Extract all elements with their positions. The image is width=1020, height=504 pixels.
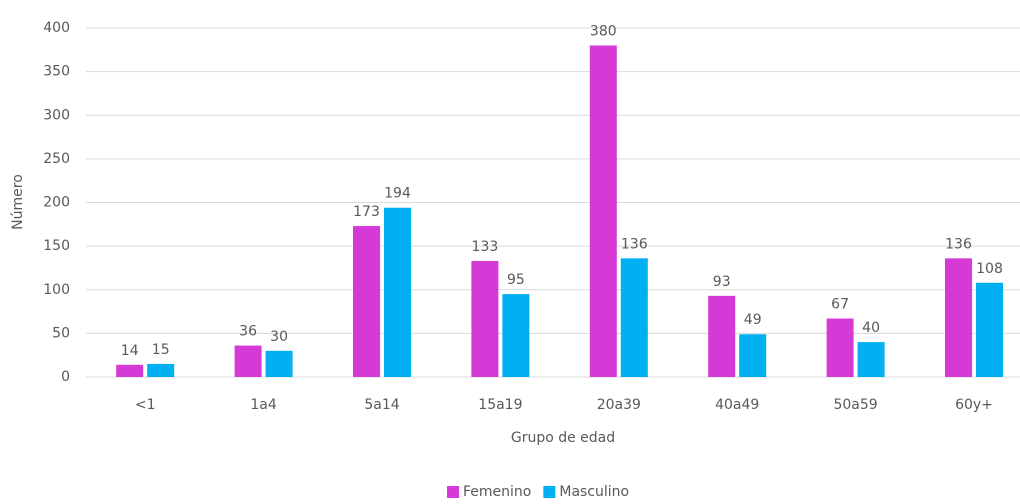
bar [857, 342, 885, 377]
legend-swatch [447, 486, 459, 498]
data-label: 40 [862, 320, 880, 336]
data-label: 15 [152, 342, 170, 358]
y-tick-label: 200 [43, 195, 70, 211]
x-axis-label: Grupo de edad [511, 430, 615, 446]
y-tick-label: 250 [43, 151, 70, 167]
bar [708, 295, 736, 377]
data-label: 136 [945, 236, 972, 252]
bar [471, 260, 499, 377]
data-label: 380 [590, 23, 617, 39]
bar [826, 318, 854, 377]
data-label: 49 [744, 312, 762, 328]
data-label: 173 [353, 204, 380, 220]
bar [384, 207, 411, 377]
legend-label: Femenino [463, 484, 531, 500]
legend-label: Masculino [559, 484, 629, 500]
x-tick-label: 15a19 [478, 397, 522, 413]
bar [234, 345, 262, 377]
x-tick-label: 1a4 [250, 397, 276, 413]
x-tick-label: 50a59 [833, 397, 877, 413]
x-tick-label: 20a39 [597, 397, 641, 413]
data-label: 136 [621, 236, 648, 252]
y-tick-label: 50 [52, 325, 70, 341]
y-tick-label: 150 [43, 238, 70, 254]
x-tick-label: 60y+ [955, 397, 993, 413]
bar [589, 45, 617, 377]
bar [353, 226, 380, 377]
legend-swatch [543, 486, 556, 498]
data-label: 67 [831, 297, 849, 313]
x-tick-label: 5a14 [364, 397, 399, 413]
x-tick-label: <1 [135, 397, 156, 413]
y-tick-label: 400 [43, 20, 70, 36]
bar [620, 258, 648, 377]
data-label: 93 [713, 274, 731, 290]
bar [147, 363, 175, 377]
y-tick-label: 100 [43, 282, 70, 298]
data-label: 14 [121, 343, 139, 359]
y-tick-label: 300 [43, 107, 70, 123]
y-tick-label: 0 [61, 369, 70, 385]
bar [116, 364, 144, 377]
bar [502, 294, 530, 377]
bar [945, 258, 972, 377]
data-label: 95 [507, 272, 525, 288]
data-label: 108 [976, 261, 1003, 277]
data-label: 133 [472, 239, 499, 255]
y-axis-label: Número [10, 174, 26, 230]
bar [976, 282, 1003, 377]
bar [265, 350, 293, 377]
data-label: 194 [384, 186, 411, 202]
y-tick-label: 350 [43, 64, 70, 80]
bar [739, 334, 767, 377]
x-tick-label: 40a49 [715, 397, 759, 413]
data-label: 30 [270, 329, 288, 345]
data-label: 36 [239, 324, 257, 340]
